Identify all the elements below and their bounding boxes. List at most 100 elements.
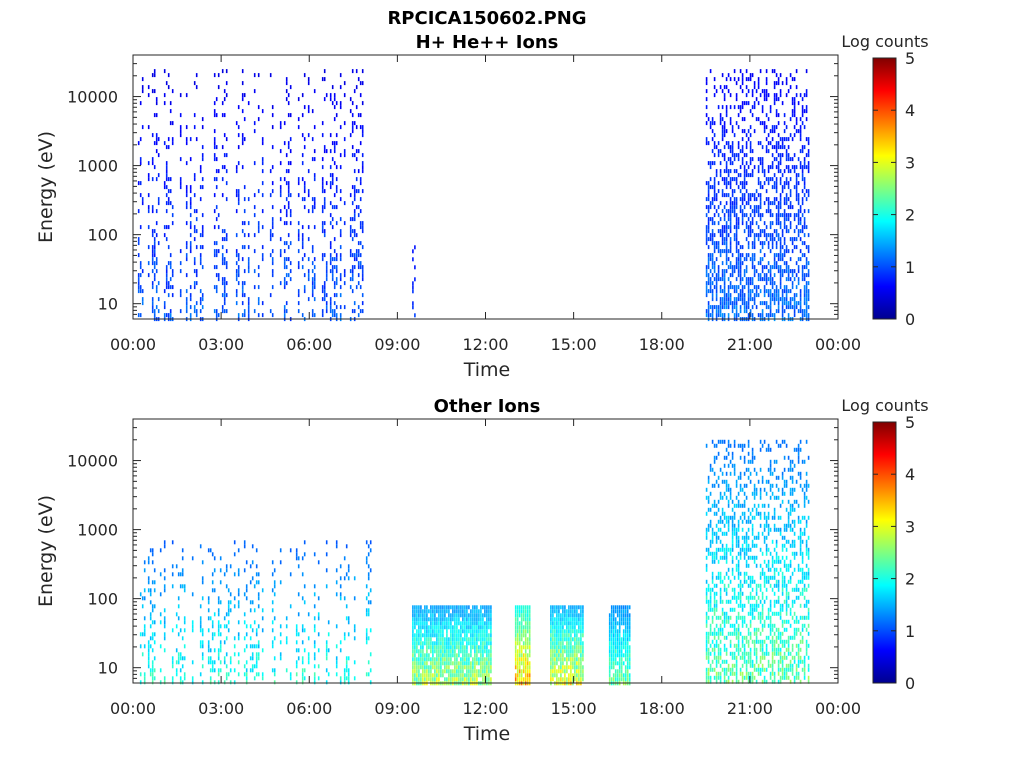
spectrogram-cell	[582, 625, 584, 630]
spectrogram-cell	[412, 669, 414, 674]
spectrogram-cell	[353, 121, 356, 126]
spectrogram-cell	[416, 649, 418, 654]
spectrogram-cell	[297, 261, 300, 266]
spectrogram-cell	[223, 89, 226, 94]
spectrogram-cell	[713, 591, 716, 596]
spectrogram-cell	[743, 101, 746, 106]
spectrogram-cell	[468, 613, 470, 618]
spectrogram-cell	[317, 632, 320, 637]
spectrogram-cell	[159, 548, 162, 553]
spectrogram-cell	[255, 660, 258, 665]
spectrogram-cell	[412, 289, 414, 294]
spectrogram-cell	[735, 635, 738, 640]
spectrogram-cell	[787, 265, 790, 270]
spectrogram-cell	[769, 141, 772, 146]
spectrogram-cell	[325, 293, 328, 298]
spectrogram-cell	[317, 612, 320, 617]
spectrogram-cell	[261, 257, 264, 262]
spectrogram-cell	[558, 641, 560, 646]
spectrogram-cell	[185, 125, 188, 130]
spectrogram-cell	[739, 245, 742, 250]
colorbar-tick-label: 0	[905, 310, 915, 329]
spectrogram-cell	[733, 511, 736, 516]
spectrogram-cell	[723, 297, 726, 302]
spectrogram-cell	[745, 253, 748, 258]
spectrogram-cell	[749, 193, 752, 198]
spectrogram-cell	[249, 608, 252, 613]
spectrogram-cell	[556, 633, 558, 638]
spectrogram-cell	[807, 169, 810, 174]
spectrogram-cell	[462, 673, 464, 678]
spectrogram-cell	[771, 241, 774, 246]
spectrogram-cell	[785, 269, 788, 274]
spectrogram-cell	[739, 487, 742, 492]
spectrogram-cell	[715, 309, 718, 314]
spectrogram-cell	[795, 117, 798, 122]
spectrogram-cell	[797, 173, 800, 178]
spectrogram-cell	[177, 572, 180, 577]
spectrogram-cell	[321, 285, 324, 290]
spectrogram-cell	[767, 201, 770, 206]
spectrogram-cell	[719, 149, 722, 154]
spectrogram-cell	[793, 297, 796, 302]
spectrogram-cell	[779, 221, 782, 226]
spectrogram-cell	[420, 665, 422, 670]
spectrogram-cell	[412, 677, 414, 682]
spectrogram-cell	[199, 604, 202, 609]
spectrogram-cell	[458, 621, 460, 626]
spectrogram-cell	[739, 173, 742, 178]
spectrogram-cell	[735, 289, 738, 294]
spectrogram-cell	[556, 653, 558, 658]
spectrogram-cell	[476, 629, 478, 634]
spectrogram-cell	[464, 673, 466, 678]
spectrogram-cell	[574, 661, 576, 666]
spectrogram-cell	[351, 217, 354, 222]
spectrogram-cell	[422, 633, 424, 638]
spectrogram-cell	[779, 201, 782, 206]
spectrogram-cell	[741, 619, 744, 624]
spectrogram-cell	[213, 137, 216, 142]
spectrogram-cell	[709, 651, 712, 656]
spectrogram-cell	[737, 591, 740, 596]
spectrogram-cell	[151, 73, 154, 78]
spectrogram-cell	[418, 653, 420, 658]
spectrogram-cell	[719, 439, 722, 444]
spectrogram-cell	[297, 265, 300, 270]
spectrogram-cell	[725, 109, 728, 114]
spectrogram-cell	[572, 625, 574, 630]
spectrogram-cell	[803, 241, 806, 246]
spectrogram-cell	[311, 261, 314, 266]
spectrogram-cell	[793, 313, 796, 318]
spectrogram-cell	[739, 181, 742, 186]
spectrogram-cell	[183, 676, 186, 681]
spectrogram-cell	[450, 613, 452, 618]
spectrogram-cell	[151, 209, 154, 214]
spectrogram-cell	[568, 641, 570, 646]
spectrogram-cell	[719, 467, 722, 472]
spectrogram-cell	[737, 595, 740, 600]
spectrogram-cell	[717, 277, 720, 282]
spectrogram-cell	[711, 439, 714, 444]
spectrogram-cell	[747, 281, 750, 286]
spectrogram-cell	[771, 153, 774, 158]
spectrogram-cell	[193, 237, 196, 242]
spectrogram-cell	[418, 625, 420, 630]
spectrogram-cell	[622, 653, 625, 658]
spectrogram-cell	[713, 483, 716, 488]
spectrogram-cell	[317, 560, 320, 565]
spectrogram-cell	[137, 277, 140, 282]
spectrogram-cell	[789, 189, 792, 194]
spectrogram-cell	[725, 177, 728, 182]
spectrogram-cell	[552, 673, 554, 678]
spectrogram-cell	[733, 663, 736, 668]
spectrogram-cell	[245, 560, 248, 565]
spectrogram-cell	[285, 89, 288, 94]
spectrogram-cell	[221, 261, 224, 266]
spectrogram-cell	[707, 527, 710, 532]
spectrogram-cell	[789, 73, 792, 78]
spectrogram-cell	[733, 595, 736, 600]
spectrogram-cell	[620, 645, 623, 650]
spectrogram-cell	[735, 217, 738, 222]
spectrogram-cell	[771, 165, 774, 170]
spectrogram-cell	[257, 285, 260, 290]
